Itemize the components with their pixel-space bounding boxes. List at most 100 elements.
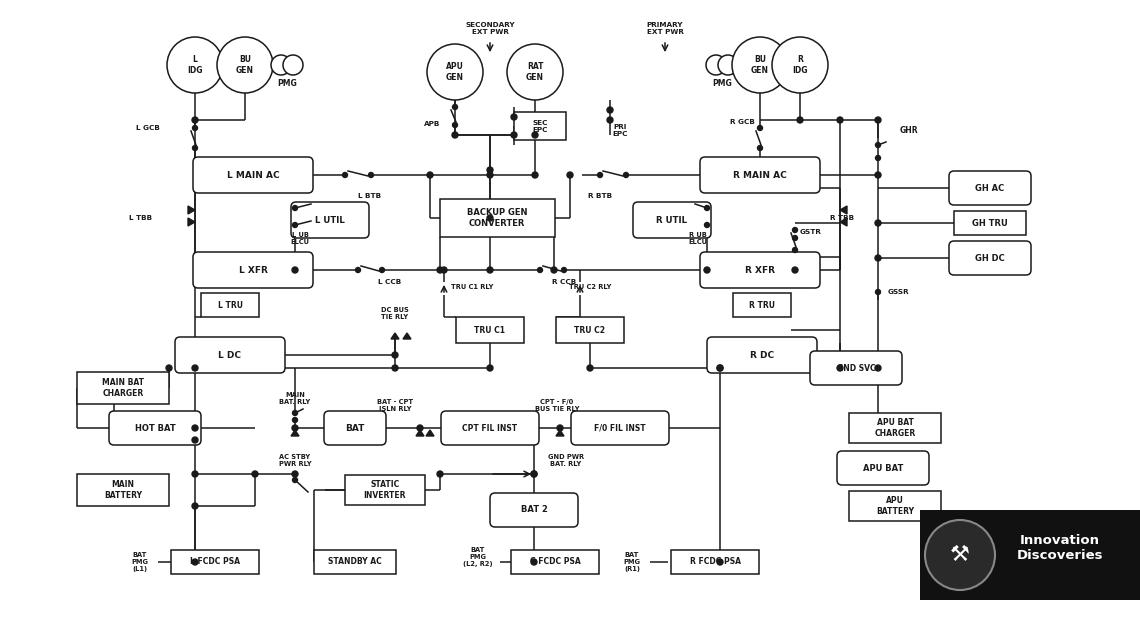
Circle shape [792, 247, 798, 253]
Circle shape [705, 206, 709, 210]
Circle shape [193, 146, 197, 151]
Circle shape [925, 520, 995, 590]
Text: BAT
PMG
(L2, R2): BAT PMG (L2, R2) [463, 547, 492, 567]
Circle shape [193, 126, 197, 131]
Circle shape [356, 267, 360, 272]
Circle shape [624, 172, 628, 178]
Circle shape [271, 55, 291, 75]
Circle shape [293, 478, 298, 483]
Circle shape [417, 425, 423, 431]
Circle shape [511, 114, 518, 120]
Bar [511, 550, 598, 574]
Text: GH TRU: GH TRU [972, 219, 1008, 228]
FancyBboxPatch shape [707, 337, 817, 373]
Text: R CCB: R CCB [552, 279, 576, 285]
Text: L XFR: L XFR [238, 265, 268, 274]
FancyBboxPatch shape [571, 411, 669, 445]
Circle shape [705, 222, 709, 228]
Circle shape [717, 365, 723, 371]
Bar [440, 199, 554, 237]
Polygon shape [291, 430, 299, 436]
Circle shape [293, 417, 298, 422]
Text: BAT
PMG
(R1): BAT PMG (R1) [624, 552, 641, 572]
Text: R TRU: R TRU [749, 301, 775, 310]
Text: R MAIN AC: R MAIN AC [733, 171, 787, 179]
Circle shape [192, 365, 198, 371]
FancyBboxPatch shape [109, 411, 201, 445]
Circle shape [441, 267, 447, 273]
Polygon shape [426, 430, 434, 436]
Circle shape [451, 132, 458, 138]
Circle shape [876, 220, 881, 226]
Text: MAIN
BAT. RLY: MAIN BAT. RLY [279, 392, 310, 404]
Circle shape [718, 55, 738, 75]
Text: CPT FIL INST: CPT FIL INST [463, 424, 518, 433]
Bar [849, 491, 940, 521]
Text: C FCDC PSA: C FCDC PSA [530, 558, 580, 567]
Circle shape [368, 172, 374, 178]
Circle shape [876, 156, 880, 160]
Text: R
IDG: R IDG [792, 55, 808, 75]
Text: R UTIL: R UTIL [657, 215, 687, 224]
Bar [345, 475, 425, 505]
Text: BU
GEN: BU GEN [236, 55, 254, 75]
Text: R BTB: R BTB [588, 193, 612, 199]
Bar [78, 474, 169, 506]
Polygon shape [391, 333, 399, 339]
Circle shape [428, 44, 483, 100]
Text: L UB
ELCU: L UB ELCU [291, 231, 309, 244]
Circle shape [792, 267, 798, 273]
Circle shape [562, 267, 567, 272]
Circle shape [511, 132, 518, 138]
Bar [201, 293, 259, 317]
Circle shape [757, 126, 763, 131]
FancyBboxPatch shape [193, 252, 314, 288]
Text: R TBB: R TBB [830, 215, 854, 221]
Text: GH DC: GH DC [975, 253, 1004, 263]
Text: STATIC
INVERTER: STATIC INVERTER [364, 480, 406, 500]
Bar [78, 372, 169, 404]
Circle shape [507, 44, 563, 100]
Circle shape [532, 132, 538, 138]
Circle shape [292, 471, 298, 477]
Circle shape [717, 559, 723, 565]
Text: APB: APB [424, 121, 440, 127]
Circle shape [532, 172, 538, 178]
Text: R GCB: R GCB [730, 119, 755, 125]
FancyBboxPatch shape [948, 241, 1031, 275]
Circle shape [717, 365, 723, 371]
Circle shape [292, 267, 298, 273]
Circle shape [293, 410, 298, 415]
Circle shape [567, 172, 573, 178]
Text: BAT
PMG
(L1): BAT PMG (L1) [131, 552, 148, 572]
Text: L
IDG: L IDG [187, 55, 203, 75]
Bar [920, 510, 1140, 600]
Circle shape [487, 267, 492, 273]
Circle shape [876, 255, 881, 261]
Text: R FCDC PSA: R FCDC PSA [690, 558, 741, 567]
Bar [954, 211, 1026, 235]
Text: GSTR: GSTR [800, 229, 822, 235]
Bar [849, 413, 940, 443]
Text: R UB
ELCU: R UB ELCU [689, 231, 708, 244]
Text: BAT: BAT [345, 424, 365, 433]
Circle shape [705, 267, 710, 273]
Text: L MAIN AC: L MAIN AC [227, 171, 279, 179]
FancyBboxPatch shape [324, 411, 386, 445]
Text: R DC: R DC [750, 351, 774, 360]
Circle shape [876, 172, 881, 178]
Bar [733, 293, 791, 317]
Text: ⚒: ⚒ [950, 545, 970, 565]
Text: Innovation
Discoveries: Innovation Discoveries [1017, 534, 1104, 562]
Bar [171, 550, 259, 574]
Polygon shape [556, 430, 564, 436]
FancyBboxPatch shape [700, 157, 820, 193]
Text: F/0 FIL INST: F/0 FIL INST [594, 424, 646, 433]
Text: HOT BAT: HOT BAT [135, 424, 176, 433]
Circle shape [453, 122, 457, 128]
Polygon shape [404, 333, 412, 339]
Text: APU
BATTERY: APU BATTERY [876, 496, 914, 516]
Bar [671, 550, 759, 574]
Circle shape [192, 559, 198, 565]
Text: SEC
EPC: SEC EPC [532, 119, 547, 133]
